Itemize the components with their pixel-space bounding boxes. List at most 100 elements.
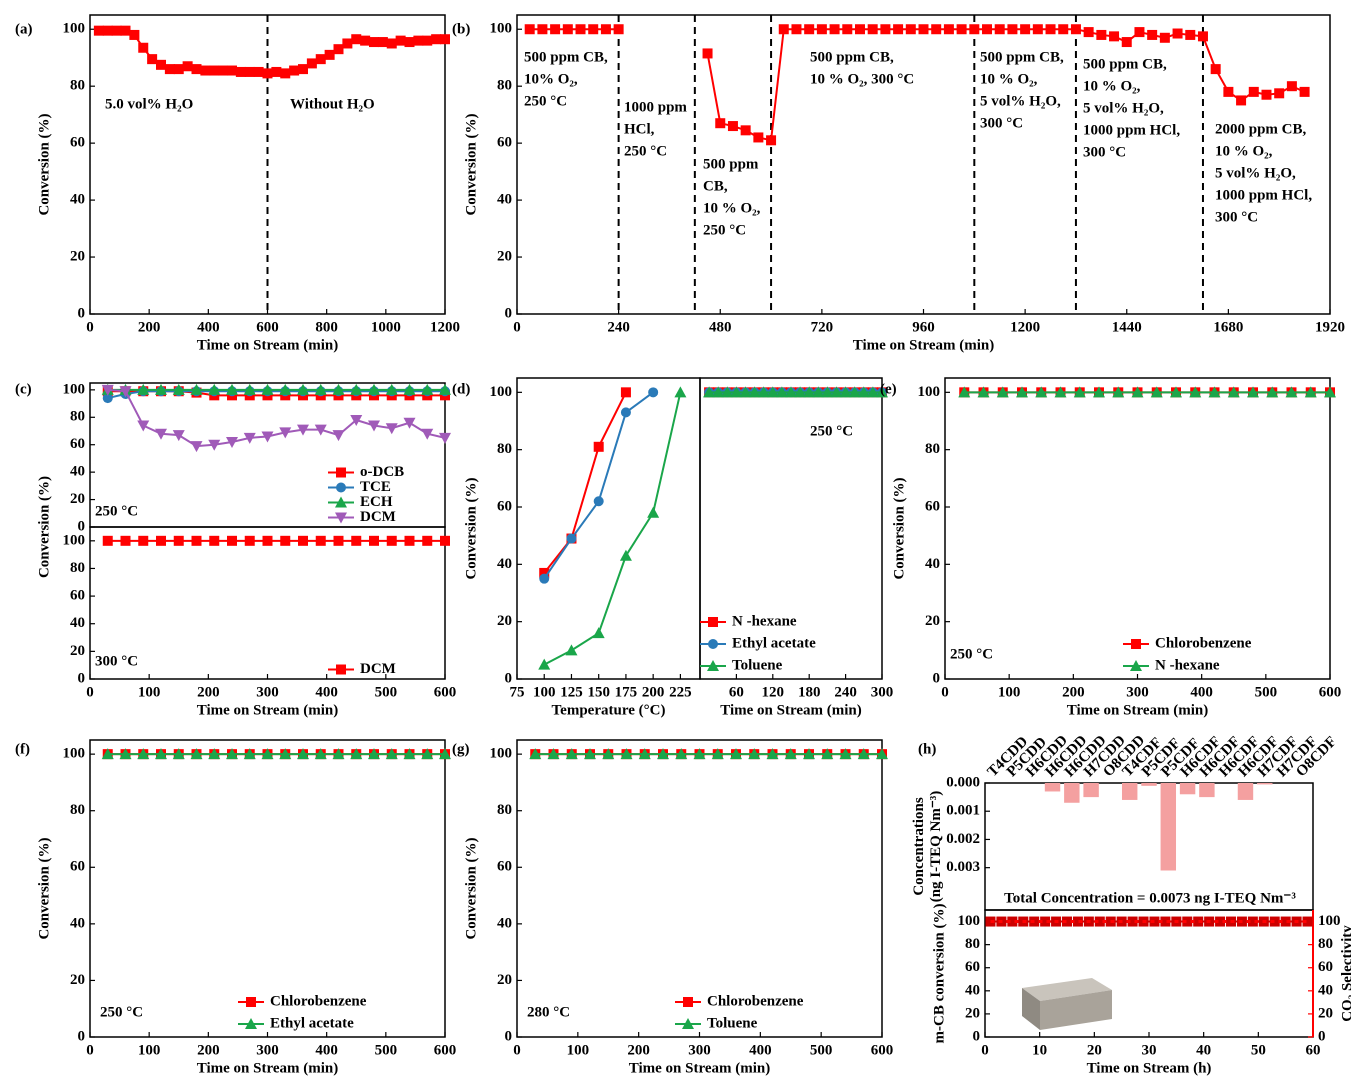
bar [1237,783,1254,800]
marker [172,383,185,395]
marker [730,386,743,398]
legend-label: N -hexane [732,613,797,629]
x-axis-label: Time on Stream (min) [853,337,995,353]
y-tick-label: 60 [70,588,85,604]
x-tick-label: 960 [912,319,935,335]
x-tick-label: 100 [533,684,556,700]
marker [129,29,140,40]
marker [182,61,193,72]
marker [1227,386,1240,398]
marker [243,383,256,395]
bar [1257,783,1273,785]
marker [1121,37,1132,48]
y-tick-label: 20 [965,1005,980,1021]
marker [298,64,308,75]
y2-tick-label: 40 [1318,982,1333,998]
marker [757,386,770,398]
x-tick-label: 50 [1251,1042,1266,1058]
marker [867,24,878,35]
marker [1109,31,1120,42]
annotation: 250 °C [100,1004,143,1020]
marker [707,660,719,671]
x-tick-label: 400 [315,684,338,700]
marker [537,24,548,35]
marker [385,423,398,435]
x-axis-label: Time on Stream (min) [629,1060,771,1076]
marker [421,383,434,395]
marker [1280,916,1291,927]
marker [682,1018,694,1029]
marker [209,535,220,546]
marker [857,386,870,398]
marker [246,997,256,1007]
marker [147,54,158,65]
marker [1058,24,1069,35]
annotation: 250 °C [624,143,667,159]
marker [336,664,346,675]
bar [1160,783,1177,871]
marker [547,748,560,760]
marker [1130,660,1142,671]
marker [101,384,114,396]
marker [829,24,840,35]
marker [333,44,344,55]
marker [422,535,433,546]
plot-frame [89,526,446,680]
y-tick-label: 20 [70,972,85,988]
legend-label: Chlorobenzene [1155,635,1252,651]
marker [740,125,751,136]
plot-frame [944,377,1331,680]
marker [565,748,578,760]
x-tick-label: 300 [688,1042,711,1058]
annotation: 500 ppm CB, [1083,56,1167,72]
marker [279,383,292,395]
x-tick-label: 300 [256,1042,279,1058]
marker [1170,386,1182,398]
annotation: HCl, [624,121,655,137]
marker [1127,916,1138,927]
marker [280,68,291,79]
marker [156,59,166,70]
marker [562,24,573,35]
x-tick-label: 0 [513,319,521,335]
marker [403,748,416,760]
marker [730,748,742,760]
marker [613,24,624,35]
annotation: CB, [703,178,728,194]
y-tick-label: 0.000 [946,774,980,790]
marker [439,432,451,444]
marker [227,535,237,546]
axis-label: Conversion (%) [463,477,479,579]
marker [332,383,345,395]
panel-label: (b) [452,21,470,37]
marker [1208,386,1221,398]
marker [812,386,825,398]
y-tick-label: 0 [505,1028,513,1044]
annotation: 10 % O₂, 300 °C [810,71,914,87]
marker [1147,29,1158,40]
marker [1035,386,1048,398]
annotation: 10 % O₂, [703,200,761,216]
marker [173,535,184,546]
marker [226,748,238,760]
marker [280,535,291,546]
marker [1093,386,1105,398]
marker [1150,386,1163,398]
marker [794,386,807,398]
y-tick-label: 60 [70,859,85,875]
y-tick-label: 20 [497,613,512,629]
bar [1179,783,1196,795]
y-tick-label: 100 [63,381,86,397]
x-tick-label: 1200 [1010,319,1040,335]
x-tick-label: 20 [1087,1042,1102,1058]
y-tick-label: 60 [497,135,512,151]
marker [1247,916,1258,927]
y-tick-label: 60 [497,498,512,514]
marker [208,748,221,760]
legend-label: DCM [360,509,396,525]
marker [253,66,264,77]
marker [876,386,888,398]
marker [369,37,379,48]
y-tick-label: 0 [78,518,86,534]
marker [386,535,397,546]
